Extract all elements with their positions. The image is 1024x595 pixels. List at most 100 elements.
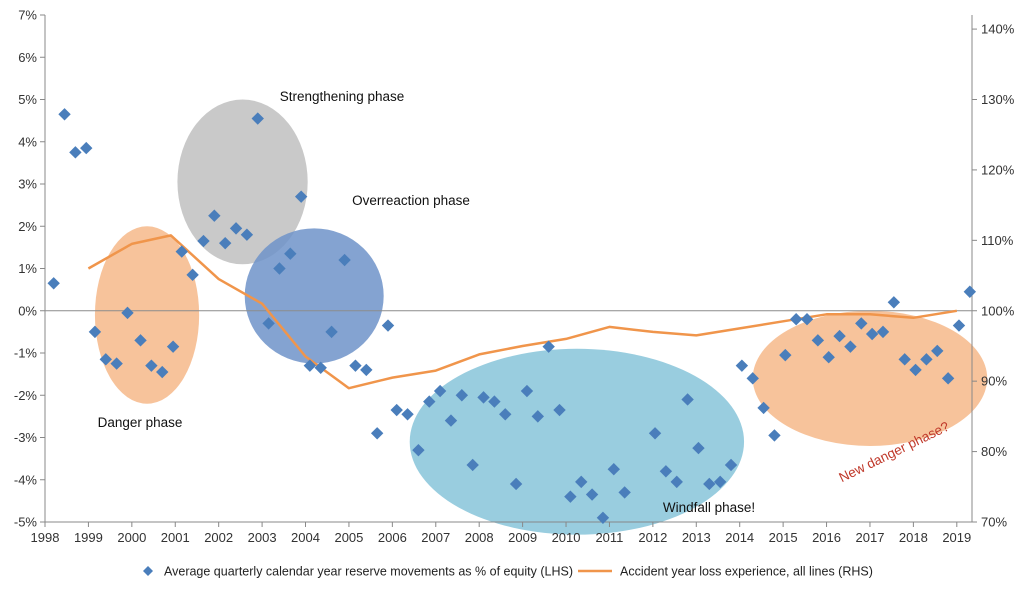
phase-label-strengthening: Strengthening phase [280,89,405,104]
phase-ellipse-new_danger [752,310,988,446]
reserve-movement-point [370,427,384,440]
reserve-movement-point [920,353,933,366]
reserve-movement-point [909,363,922,377]
reserve-movement-point [58,108,71,121]
reserve-movement-point [542,340,555,353]
reserve-movement-point [585,488,599,501]
reserve-movement-point [262,317,275,330]
x-tick-label: 2014 [725,530,754,545]
reserve-movement-point [648,427,662,440]
reserve-movement-point [273,262,286,275]
x-tick-label: 2000 [117,530,146,545]
reserve-movement-point [833,329,846,343]
reserve-movement-point [822,351,835,364]
right-tick-label: 120% [981,162,1015,177]
reserve-movement-point [218,236,232,250]
reserve-movement-point [779,348,792,362]
reserve-movement-point [659,465,673,478]
reserve-movement-point [768,429,781,442]
left-tick-label: 7% [18,8,37,23]
line-series [87,234,957,390]
reserve-movement-point [713,475,727,489]
reserve-movement-point [338,253,351,267]
reserve-movement-point [401,408,414,421]
reserve-movement-point [735,359,749,372]
x-tick-label: 2002 [204,530,233,545]
x-tick-label: 2008 [465,530,494,545]
reserve-movement-point [381,319,395,332]
phase-ellipse-strengthening [177,99,308,265]
legend: Average quarterly calendar year reserve … [143,565,873,579]
x-tick-label: 2010 [552,530,581,545]
reserve-movement-point [229,222,243,235]
reserve-movement-point [175,245,188,258]
right-tick-label: 70% [981,515,1007,530]
reserve-movement-point [564,490,577,503]
reserve-movement-point [303,359,317,372]
x-tick-labels: 1998 1999 2000 2001 2002 2003 2004 2005 2006 2007… [31,522,971,545]
right-tick-label: 90% [981,374,1007,389]
reserve-movement-point [444,414,458,427]
reserve-movement-point [844,340,857,353]
reserve-movement-point [197,234,210,248]
reserve-movement-point [325,325,338,339]
left-tick-label: 3% [18,177,37,192]
reserve-movement-point [757,401,770,415]
reserve-movement-point [724,458,738,472]
reserve-movement-point [186,268,199,282]
x-tick-label: 2005 [334,530,363,545]
reserve-movement-point [703,477,716,491]
reserve-movement-point [121,306,134,320]
legend-marker-diamond [143,566,153,576]
left-tick-label: -2% [14,388,38,403]
reserve-movement-point [887,296,901,309]
left-tick-label: 5% [18,92,37,107]
reserve-movement-point [596,511,610,524]
reserve-movement-point [553,403,566,417]
x-tick-label: 2018 [899,530,928,545]
reserve-movement-point [466,458,479,472]
x-tick-label: 2016 [812,530,841,545]
x-tick-label: 2011 [595,530,623,545]
reserve-movement-point [412,443,425,457]
left-tick-label: 4% [18,134,37,149]
reserve-movement-point [47,277,60,290]
x-tick-label: 1999 [74,530,103,545]
x-tick-label: 2001 [161,530,190,545]
right-tick-label: 80% [981,444,1007,459]
reserve-movement-point [531,410,545,423]
reserve-movement-point [607,462,620,476]
x-tick-label: 2007 [421,530,450,545]
reserve-movement-point [811,334,825,347]
reserve-movement-point [575,475,588,489]
phase-label-windfall: Windfall phase! [663,500,755,515]
reserve-movement-point [80,141,93,155]
reserve-movement-point [681,393,694,406]
reserve-movement-point [423,395,436,408]
phase-ellipse-danger [94,226,200,404]
reserve-movement-point [952,319,966,332]
left-tick-label: -5% [14,515,38,530]
reserve-movement-point [520,384,534,398]
x-tick-label: 2013 [682,530,711,545]
reserve-movement-point [390,403,403,417]
reserve-movement-point [134,334,147,347]
reserve-movement-point [251,112,264,125]
reserve-movement-point [789,313,803,326]
left-tick-label: 1% [18,261,37,276]
scatter-series [47,108,977,524]
left-tick-label: 0% [18,303,37,318]
phase-ellipses [94,99,988,535]
reserve-movement-point [99,353,112,366]
left-tick-label: -1% [14,346,38,361]
reserve-movement-point [670,475,683,489]
right-tick-labels: 140% 130% 120% 110% 100% 90% 80% 70% [972,22,1015,530]
reserve-movement-point [509,477,523,491]
right-tick-label: 140% [981,22,1015,37]
phase-ellipse-windfall [409,348,745,535]
phase-label-danger: Danger phase [98,415,183,430]
right-tick-label: 100% [981,303,1015,318]
reserve-movement-point [963,285,977,298]
